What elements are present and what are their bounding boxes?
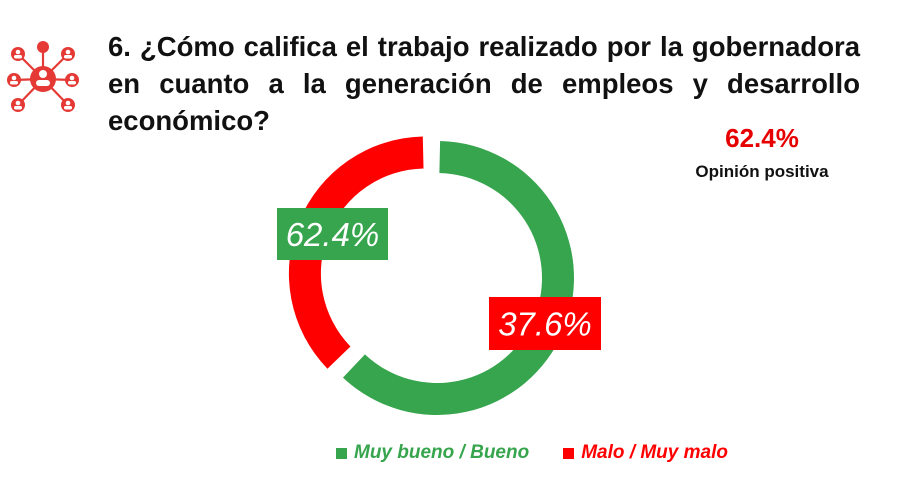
data-label-positive-box	[277, 208, 388, 260]
network-people-icon	[7, 41, 79, 112]
positive-opinion-summary: 62.4% Opinión positiva	[672, 122, 852, 184]
data-label-negative: 37.6%	[489, 297, 601, 350]
data-label-positive-text: 62.4%	[286, 216, 380, 253]
data-label-positive: 62.4%	[277, 208, 388, 260]
legend-label-negative: Malo / Muy malo	[581, 442, 728, 463]
legend-item-negative: Malo / Muy malo	[563, 441, 728, 465]
legend-swatch-positive	[336, 447, 347, 459]
data-label-negative-text: 37.6%	[498, 306, 592, 343]
legend-label-positive: Muy bueno / Bueno	[354, 442, 530, 463]
chart-legend: Muy bueno / Bueno Malo / Muy malo	[336, 441, 728, 465]
legend-item-positive: Muy bueno / Bueno	[336, 441, 529, 465]
positive-opinion-value: 62.4%	[725, 123, 799, 153]
slice-negative	[288, 136, 424, 369]
positive-opinion-label: Opinión positiva	[695, 162, 829, 181]
data-label-negative-box	[489, 297, 601, 350]
legend-swatch-negative	[563, 447, 575, 459]
chart-title: 6. ¿Cómo califica el trabajo realizado p…	[108, 31, 860, 136]
slice-positive	[342, 141, 574, 415]
